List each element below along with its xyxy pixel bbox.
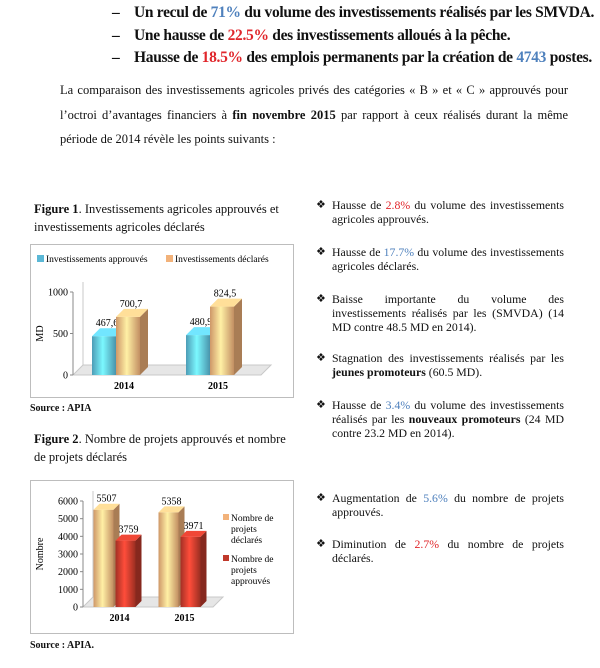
right-item: ❖ Augmentation de 5.6% du nombre de proj… (316, 491, 564, 519)
top-bullet: – Un recul de 71% du volume des investiss… (112, 4, 595, 21)
legend-label: déclarés (231, 536, 262, 546)
bar-top (180, 530, 207, 537)
intro-paragraph: La comparaison des investissements agric… (60, 83, 569, 146)
legend-label: Nombre de (231, 555, 273, 565)
y-tick-label: 5000 (58, 514, 78, 525)
star-bullet-icon: ❖ (316, 246, 326, 258)
data-label: 824,5 (214, 289, 237, 300)
top-bullet-list: – Un recul de 71% du volume des investiss… (112, 2, 595, 70)
data-label: 480,9 (190, 317, 213, 328)
y-tick-label: 500 (53, 329, 68, 340)
bar (93, 509, 114, 607)
y-axis-label: MD (35, 325, 46, 341)
data-label: 467,6 (96, 318, 119, 329)
star-bullet-icon: ❖ (316, 538, 326, 550)
y-axis-label: Nombre (35, 537, 46, 570)
figure2-caption: Figure 2. Nombre de projets approuvés et… (34, 432, 286, 464)
y-tick-label: 0 (73, 603, 78, 614)
y-tick-label: 2000 (58, 567, 78, 578)
y-tick-label: 0 (63, 371, 68, 382)
bar-side (140, 308, 148, 375)
legend-label: Investissements approuvés (46, 255, 148, 265)
bar-top (210, 298, 242, 307)
star-bullet-icon: ❖ (316, 399, 326, 411)
figure1-chart: Investissements approuvés Investissements… (30, 244, 294, 398)
bar (180, 536, 201, 607)
x-tick-label: 2014 (114, 381, 134, 392)
data-label: 5507 (97, 494, 117, 505)
figure1-chart-svg: Investissements approuvés Investissements… (35, 255, 273, 392)
bar-side (234, 298, 242, 375)
legend-label: projets (231, 566, 257, 576)
star-bullet-icon: ❖ (316, 199, 326, 211)
data-label: 5358 (162, 496, 182, 507)
y-tick-label: 4000 (58, 532, 78, 543)
right-item: ❖ Hausse de 17.7% du volume des investis… (316, 245, 564, 273)
bar (158, 512, 179, 607)
bar (92, 336, 116, 375)
figure2-source: Source : APIA. (30, 640, 94, 651)
legend-swatch (223, 514, 229, 520)
legend-swatch (37, 255, 44, 262)
right-item: ❖ Baisse importante du volume des invest… (316, 292, 564, 334)
bar-side (200, 530, 207, 607)
x-tick-label: 2014 (110, 613, 130, 624)
figure1-source: Source : APIA (30, 403, 92, 414)
figure2-chart: 0 1000 2000 3000 4000 5000 6000 Nombre 2014 5507 3… (30, 480, 294, 634)
legend-label: approuvés (231, 577, 270, 587)
bar-side (135, 534, 142, 607)
star-bullet-icon: ❖ (316, 293, 326, 305)
right-item: ❖ Hausse de 2.8% du volume des investiss… (316, 198, 564, 226)
data-label: 3971 (184, 521, 204, 532)
bar (115, 540, 136, 607)
legend-swatch (166, 255, 173, 262)
bar (210, 306, 234, 375)
bar (116, 316, 140, 375)
legend-label: Investissements déclarés (175, 255, 269, 265)
data-label: 700,7 (120, 299, 143, 310)
x-tick-label: 2015 (175, 613, 195, 624)
y-tick-label: 6000 (58, 497, 78, 508)
y-tick-label: 3000 (58, 550, 78, 561)
top-bullet: – Hausse de 18.5% des emplois permanents … (112, 49, 592, 66)
bar-top (115, 534, 142, 541)
star-bullet-icon: ❖ (316, 492, 326, 504)
legend-label: projets (231, 525, 257, 535)
star-bullet-icon: ❖ (316, 352, 326, 364)
y-tick-label: 1000 (48, 288, 68, 299)
right-item: ❖ Hausse de 3.4% du volume des investiss… (316, 398, 564, 440)
bar (186, 335, 210, 375)
right-item: ❖ Diminution de 2.7% du nombre de projet… (316, 537, 564, 565)
figure1-caption: Figure 1. Investissements agricoles appr… (34, 202, 279, 234)
bar-top (116, 308, 148, 317)
bar-top (158, 506, 185, 513)
x-tick-label: 2015 (208, 381, 228, 392)
legend-swatch (223, 555, 229, 561)
y-tick-label: 1000 (58, 585, 78, 596)
data-label: 3759 (119, 525, 139, 536)
bar-top (93, 503, 120, 510)
legend-label: Nombre de (231, 514, 273, 524)
right-item: ❖ Stagnation des investissements réalisé… (316, 351, 564, 379)
figure2-chart-svg: 0 1000 2000 3000 4000 5000 6000 Nombre 2014 5507 3… (35, 491, 273, 624)
top-bullet: – Une hausse de 22.5% des investissements… (112, 26, 511, 44)
